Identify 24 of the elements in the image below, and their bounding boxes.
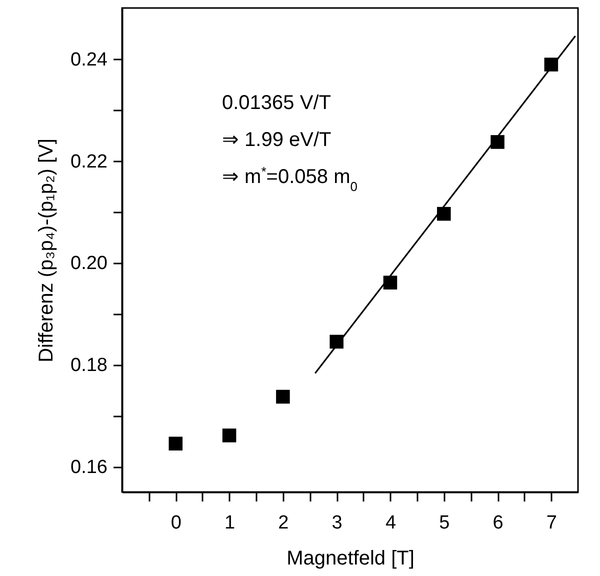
y-tick-label: 0.16 [70,457,108,478]
point [168,436,183,450]
y-axis-title: Differenz (p₃p₄)-(p₁p₂) [V] [36,138,58,362]
x-tick-label: 0 [170,512,182,534]
x-tick-label: 4 [385,512,396,534]
x-tick-label: 6 [492,512,504,534]
annotation: ⇒ m$^{*}$=0.058 m$_{0}$ [222,164,358,194]
x-tick-label: 3 [332,512,342,534]
x-tick-label: 1 [224,512,236,534]
x-axis-title: Magnetfeld [T] [286,548,414,570]
annotation: 0.01365 V/T [222,92,331,114]
x-tick-label: 5 [439,512,450,534]
point [222,428,236,442]
y-tick-label: 0.18 [70,355,108,376]
y-tick-label: 0.22 [70,151,108,172]
annotation: ⇒ 1.99 eV/T [222,129,332,151]
y-tick-label: 0.20 [70,253,108,274]
point [490,135,504,149]
point [276,390,290,404]
x-tick-label: 2 [278,512,289,534]
point [436,206,451,221]
point [383,276,398,290]
x-tick-label: 7 [546,512,557,534]
y-tick-label: 0.24 [70,49,108,70]
